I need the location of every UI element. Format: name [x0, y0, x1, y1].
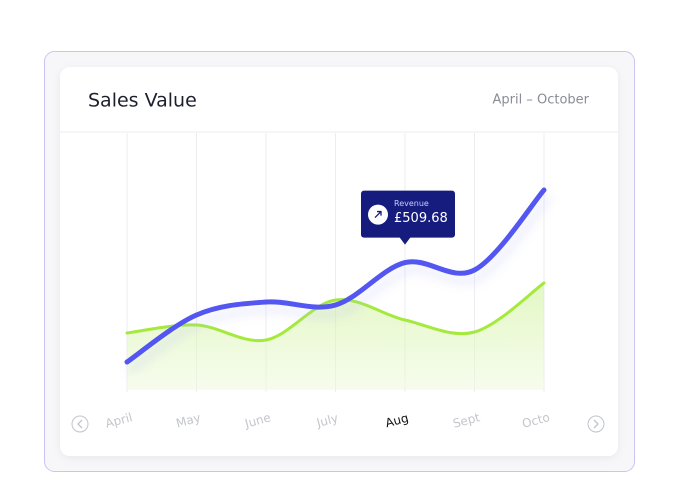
chart-subtitle: April – October [492, 93, 589, 108]
tooltip-arrow [374, 210, 382, 219]
area [127, 283, 544, 390]
tooltip: Revenue £509.68 [361, 190, 455, 245]
x-tick-label: Aug [384, 411, 410, 431]
tooltip-box [361, 190, 455, 238]
data-label: £509.68 [394, 211, 448, 226]
x-tick-label: Sept [451, 410, 481, 431]
card [60, 67, 618, 456]
x-tick-label: April [104, 410, 134, 431]
tooltip-label: Revenue [394, 199, 429, 208]
tooltip-pointer [399, 236, 411, 245]
x-tick-label: June [242, 410, 272, 431]
line-series [125, 281, 546, 343]
x-tick-label: May [175, 411, 203, 431]
line-series [124, 187, 547, 365]
next-button[interactable] [587, 415, 605, 433]
x-tick-label: July [314, 411, 339, 430]
prev-button[interactable] [71, 415, 89, 433]
chart-title: Sales Value [88, 90, 197, 112]
